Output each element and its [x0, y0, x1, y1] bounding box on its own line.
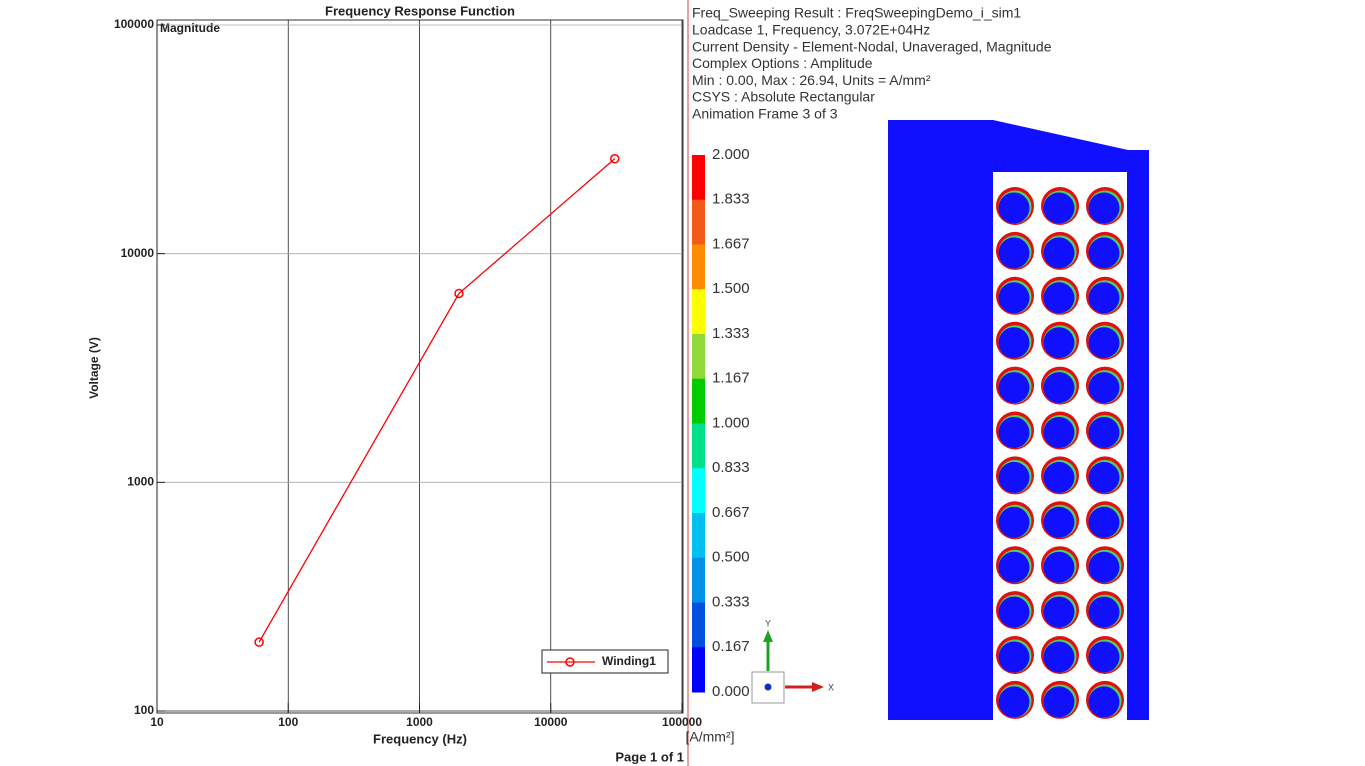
colorbar-band — [692, 513, 705, 559]
marker — [454, 288, 464, 299]
triad-x-label: X — [828, 682, 834, 692]
colorbar-band — [692, 289, 705, 335]
coil-core — [1043, 551, 1075, 583]
colorbar-band — [692, 468, 705, 514]
colorbar-band — [692, 244, 705, 290]
x-tick-label: 1000 — [406, 715, 433, 729]
coil-core — [998, 327, 1030, 359]
colorbar-band — [692, 199, 705, 245]
colorbar-label: 1.667 — [712, 235, 750, 252]
colorbar-band — [692, 155, 705, 201]
info-line: Min : 0.00, Max : 26.94, Units = A/mm² — [692, 72, 931, 88]
coil-core — [998, 596, 1030, 628]
coil-core — [1043, 506, 1075, 538]
colorbar-unit: [A/mm²] — [686, 729, 735, 745]
coil-core — [1088, 596, 1120, 628]
x-tick-label: 100000 — [662, 715, 702, 729]
coil-core — [1088, 327, 1120, 359]
coil-core — [1043, 686, 1075, 718]
colorbar-label: 0.833 — [712, 459, 750, 476]
coil-core — [998, 372, 1030, 404]
legend-marker — [565, 657, 575, 667]
coil-core — [1088, 237, 1120, 269]
y-axis-label: Voltage (V) — [87, 337, 101, 399]
coil-core — [1088, 551, 1120, 583]
colorbar-band — [692, 602, 705, 648]
colorbar-label: 1.333 — [712, 325, 750, 342]
coil-core — [1043, 417, 1075, 448]
coil-core — [998, 417, 1030, 448]
marker — [609, 154, 620, 164]
colorbar-band — [692, 334, 705, 380]
coil-core — [998, 551, 1030, 583]
coil-core — [1043, 282, 1075, 314]
y-tick-label: 100000 — [114, 17, 154, 31]
x-tick-label: 10000 — [534, 715, 568, 729]
colorbar-label: 2.000 — [712, 146, 750, 163]
coil-core — [1088, 372, 1120, 404]
coil-core — [998, 282, 1030, 314]
colorbar-label: 1.000 — [712, 414, 750, 431]
triad-y-label: Y — [765, 618, 771, 628]
chart-title: Frequency Response Function — [325, 3, 515, 18]
coil-core — [1088, 192, 1120, 224]
series-line — [258, 158, 616, 643]
coil-core — [1043, 372, 1075, 404]
coil-core — [998, 686, 1030, 718]
colorbar-label: 0.500 — [712, 549, 750, 566]
annotation: Magnitude — [160, 21, 220, 35]
colorbar-label: 1.167 — [712, 370, 750, 387]
legend-box — [541, 649, 669, 674]
colorbar-label: 1.500 — [712, 280, 750, 297]
colorbar-band — [692, 647, 705, 693]
info-line: CSYS : Absolute Rectangular — [692, 89, 875, 105]
coil-core — [998, 506, 1030, 538]
coil-core — [998, 237, 1030, 269]
coil-core — [998, 192, 1030, 224]
coil-core — [1043, 192, 1075, 224]
coils — [996, 187, 1124, 719]
triad-origin — [764, 683, 772, 691]
coil-core — [1043, 327, 1075, 359]
colorbar-band — [692, 423, 705, 469]
coil-core — [1088, 506, 1120, 538]
coil-core — [1088, 641, 1120, 673]
coil-core — [998, 461, 1030, 493]
y-tick-label: 100 — [134, 703, 154, 717]
colorbar-label: 0.333 — [712, 593, 750, 610]
triad-y-arrow — [763, 630, 773, 642]
x-axis-label: Frequency (Hz) — [373, 731, 467, 746]
coil-core — [1043, 596, 1075, 628]
legend-label: Winding1 — [602, 654, 656, 668]
x-tick-label: 10 — [150, 715, 164, 729]
colorbar-label: 0.667 — [712, 504, 750, 521]
colorbar-band — [692, 378, 705, 424]
info-line: Freq_Sweeping Result : FreqSweepingDemo_… — [692, 5, 1021, 21]
colorbar-label: 0.000 — [712, 683, 750, 700]
x-tick-label: 100 — [278, 715, 298, 729]
y-tick-label: 10000 — [121, 246, 155, 260]
y-tick-label: 1000 — [127, 475, 154, 489]
coil-core — [1088, 417, 1120, 448]
colorbar-label: 0.167 — [712, 638, 750, 655]
coil-core — [998, 641, 1030, 673]
colorbar-band — [692, 557, 705, 603]
coil-core — [1088, 282, 1120, 314]
info-line: Animation Frame 3 of 3 — [692, 106, 838, 122]
coil-core — [1088, 686, 1120, 718]
triad-x-arrow — [812, 682, 824, 692]
info-line: Loadcase 1, Frequency, 3.072E+04Hz — [692, 22, 930, 38]
coil-core — [1043, 641, 1075, 673]
page-label: Page 1 of 1 — [615, 749, 684, 764]
info-line: Current Density - Element-Nodal, Unavera… — [692, 38, 1052, 54]
colorbar-label: 1.833 — [712, 191, 750, 208]
info-line: Complex Options : Amplitude — [692, 55, 873, 71]
coil-core — [1088, 461, 1120, 493]
coil-core — [1043, 237, 1075, 269]
coil-core — [1043, 461, 1075, 493]
marker — [254, 637, 264, 647]
